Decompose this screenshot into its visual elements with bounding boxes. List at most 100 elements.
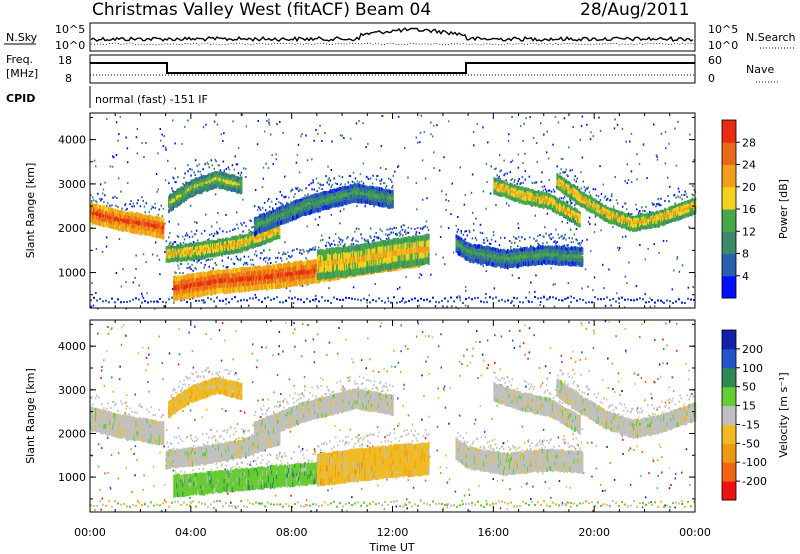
echo-cell bbox=[187, 287, 190, 294]
echo-cell bbox=[184, 284, 187, 291]
echo-cell bbox=[211, 182, 214, 187]
noise-cell bbox=[394, 170, 396, 173]
echo-cell bbox=[330, 204, 333, 209]
near-range-cell bbox=[219, 299, 221, 302]
echo-cell bbox=[337, 254, 339, 261]
echo-cell bbox=[283, 263, 285, 269]
noise-cell bbox=[325, 175, 327, 178]
echo-cell bbox=[260, 279, 263, 285]
echo-cell bbox=[374, 190, 377, 195]
echo-cell bbox=[365, 185, 368, 191]
echo-cell bbox=[197, 281, 200, 288]
noise-cell bbox=[418, 304, 421, 307]
echo-cell bbox=[200, 271, 203, 278]
noise-cell bbox=[115, 121, 118, 124]
echo-cell bbox=[399, 260, 402, 267]
echo-cell bbox=[307, 206, 310, 211]
echo-cell bbox=[280, 282, 282, 289]
noise-cell bbox=[279, 190, 281, 193]
echo-cell bbox=[333, 188, 336, 193]
echo-cell bbox=[384, 251, 387, 259]
echo-cell bbox=[204, 186, 207, 191]
echo-cell bbox=[212, 175, 215, 180]
echo-cell bbox=[278, 235, 281, 240]
noise-cell bbox=[235, 211, 238, 214]
echo-cell bbox=[198, 272, 201, 279]
fringe-cell bbox=[250, 220, 252, 223]
noise-cell bbox=[581, 287, 583, 290]
echo-cell bbox=[325, 265, 328, 273]
echo-cell bbox=[91, 214, 93, 220]
echo-cell bbox=[277, 228, 280, 233]
echo-cell bbox=[180, 294, 182, 300]
echo-cell bbox=[376, 259, 379, 266]
noise-cell bbox=[172, 177, 175, 180]
echo-cell bbox=[260, 274, 263, 281]
echo-cell bbox=[303, 210, 306, 215]
fringe-cell bbox=[267, 199, 269, 202]
echo-cell bbox=[200, 285, 203, 291]
fringe-cell bbox=[393, 226, 395, 229]
echo-cell bbox=[179, 201, 181, 206]
echo-cell bbox=[417, 253, 420, 261]
echo-cell bbox=[291, 281, 293, 287]
echo-cell bbox=[406, 254, 409, 261]
echo-cell bbox=[184, 275, 187, 281]
freq-label: Freq. bbox=[6, 53, 33, 66]
echo-cell bbox=[259, 235, 262, 240]
echo-cell bbox=[288, 281, 290, 288]
echo-cell bbox=[315, 194, 318, 199]
echo-cell bbox=[174, 254, 177, 259]
echo-cell bbox=[277, 278, 279, 285]
noise-cell bbox=[475, 217, 477, 220]
echo-cell bbox=[146, 215, 149, 221]
echo-cell bbox=[369, 255, 372, 262]
echo-cell bbox=[222, 269, 225, 276]
echo-cell bbox=[155, 215, 158, 221]
echo-cell bbox=[276, 278, 278, 285]
echo-cell bbox=[217, 273, 220, 280]
echo-cell bbox=[191, 253, 194, 258]
echo-cell bbox=[229, 282, 232, 289]
noise-cell bbox=[125, 281, 127, 283]
echo-cell bbox=[244, 245, 247, 251]
echo-cell bbox=[262, 265, 265, 272]
echo-cell bbox=[216, 243, 218, 248]
fringe-cell bbox=[218, 164, 221, 167]
echo-cell bbox=[179, 288, 181, 295]
noise-cell bbox=[435, 253, 437, 256]
echo-cell bbox=[404, 249, 407, 257]
echo-cell bbox=[262, 230, 265, 235]
echo-cell bbox=[351, 245, 353, 252]
fringe-cell bbox=[367, 178, 370, 181]
echo-cell bbox=[292, 281, 294, 287]
echo-cell bbox=[128, 219, 131, 224]
echo-cell bbox=[261, 274, 264, 281]
near-range-cell bbox=[156, 300, 158, 303]
echo-cell bbox=[236, 180, 239, 185]
echo-cell bbox=[247, 234, 250, 239]
near-range-cell bbox=[591, 301, 593, 304]
echo-cell bbox=[177, 245, 180, 250]
echo-cell bbox=[127, 214, 130, 220]
echo-cell bbox=[355, 187, 358, 193]
noise-cell bbox=[196, 221, 198, 224]
echo-cell bbox=[386, 252, 389, 259]
fringe-cell bbox=[399, 234, 401, 237]
fringe-cell bbox=[352, 243, 355, 246]
noise-cell bbox=[164, 251, 166, 254]
fringe-cell bbox=[288, 196, 290, 199]
echo-cell bbox=[144, 214, 147, 220]
echo-cell bbox=[276, 232, 279, 237]
echo-cell bbox=[205, 187, 208, 192]
echo-cell bbox=[91, 202, 93, 207]
noise-cell bbox=[434, 305, 437, 308]
echo-cell bbox=[186, 246, 189, 251]
echo-cell bbox=[182, 294, 185, 301]
echo-cell bbox=[174, 289, 176, 296]
echo-cell bbox=[188, 252, 191, 257]
noise-cell bbox=[330, 169, 333, 171]
fringe-cell bbox=[171, 187, 173, 190]
echo-cell bbox=[364, 187, 367, 193]
echo-cell bbox=[229, 246, 231, 251]
